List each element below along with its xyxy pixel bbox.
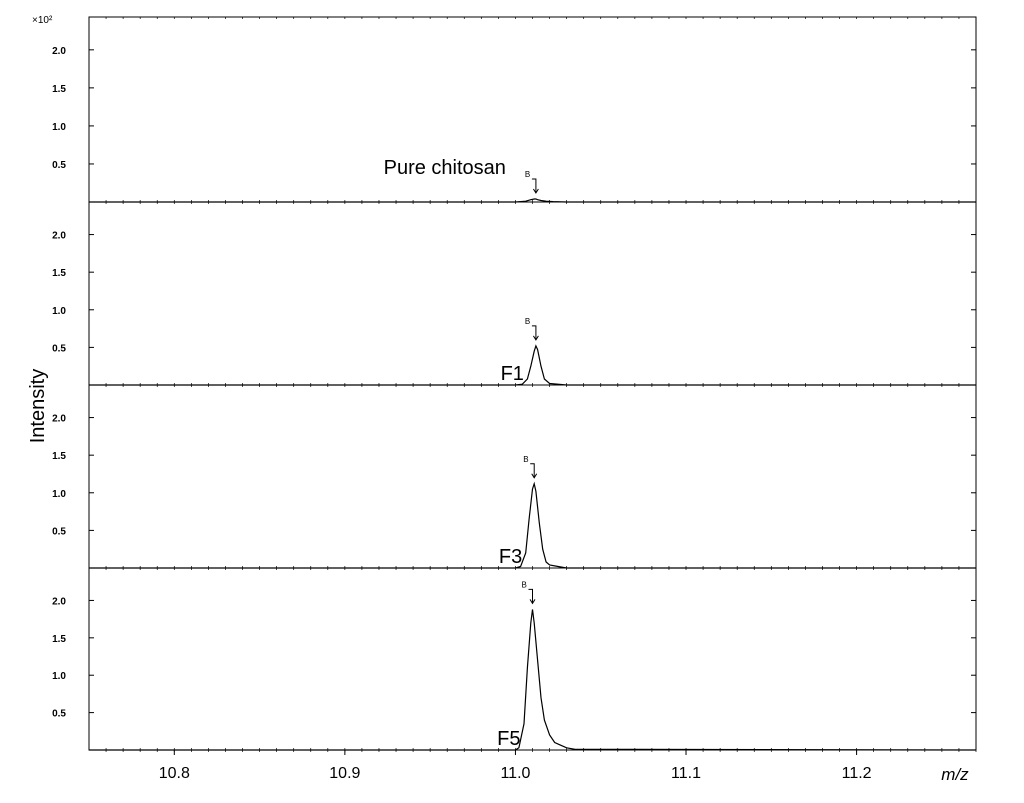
spectrum-panel: 0.5 1.0 1.5 2.0 B Pure chitosan: [52, 17, 977, 203]
peak-marker: B: [525, 317, 539, 341]
x-tick-label: 11.0: [500, 765, 530, 782]
x-tick-label: 10.9: [329, 765, 360, 782]
peak-arrow: [529, 599, 536, 605]
peak-marker-line: [531, 325, 537, 340]
panel-label: F1: [501, 363, 524, 385]
y-tick-label: 2.0: [52, 231, 66, 242]
spectrum-line: [89, 344, 976, 386]
x-axis: 10.8 10.9 11.0 11.1 11.2: [105, 750, 977, 782]
spectrum-panel: 0.5 1.0 1.5 2.0 B F3: [52, 384, 977, 569]
spectrum-line: [89, 609, 977, 751]
spectrum-panel: 0.5 1.0 1.5 2.0 B F5: [52, 567, 977, 751]
spectra-panels: 0.5 1.0 1.5 2.0 B Pure chitosan 0.5 1.0 1.5 2.0 B F…: [52, 16, 977, 751]
peak-marker: B: [525, 170, 539, 194]
y-tick-label: 1.5: [52, 451, 66, 462]
y-axis-label: Intensity: [27, 369, 49, 443]
y-tick-label: 1.0: [52, 671, 66, 682]
x-tick-label: 11.2: [842, 765, 872, 782]
y-scale-label: ×10²: [32, 15, 53, 26]
peak-marker-label: B: [523, 455, 528, 464]
spectrum-line: [89, 481, 976, 569]
y-tick-label: 0.5: [52, 709, 66, 720]
peak-marker-label: B: [525, 317, 530, 326]
y-tick-label: 2.0: [52, 596, 66, 607]
peak-marker-line: [530, 463, 535, 478]
peak-arrow: [532, 188, 539, 194]
panel-label: F3: [499, 546, 522, 568]
y-tick-label: 0.5: [52, 343, 66, 354]
y-tick-label: 0.5: [52, 160, 66, 171]
x-axis-label: m/z: [941, 765, 969, 784]
y-tick-label: 1.5: [52, 634, 66, 645]
y-tick-label: 0.5: [52, 526, 66, 537]
y-tick-label: 1.5: [52, 268, 66, 279]
peak-marker-label: B: [525, 170, 530, 179]
y-tick-label: 1.5: [52, 84, 66, 95]
x-tick-label: 10.8: [159, 765, 190, 782]
y-tick-label: 2.0: [52, 46, 66, 57]
y-tick-label: 1.0: [52, 122, 66, 133]
y-tick-label: 2.0: [52, 414, 66, 425]
spectrum-panel: 0.5 1.0 1.5 2.0 B F1: [52, 201, 977, 386]
x-tick-label: 11.1: [671, 765, 701, 782]
peak-arrow: [532, 335, 539, 341]
panel-label: Pure chitosan: [384, 157, 506, 179]
peak-marker-line: [528, 588, 533, 604]
panel-label: F5: [497, 728, 520, 750]
peak-marker-line: [531, 178, 537, 193]
y-tick-label: 1.0: [52, 489, 66, 500]
peak-marker-label: B: [522, 580, 527, 589]
peak-marker: B: [522, 580, 536, 605]
peak-arrow: [531, 473, 538, 479]
peak-marker: B: [523, 455, 538, 479]
y-tick-label: 1.0: [52, 306, 66, 317]
